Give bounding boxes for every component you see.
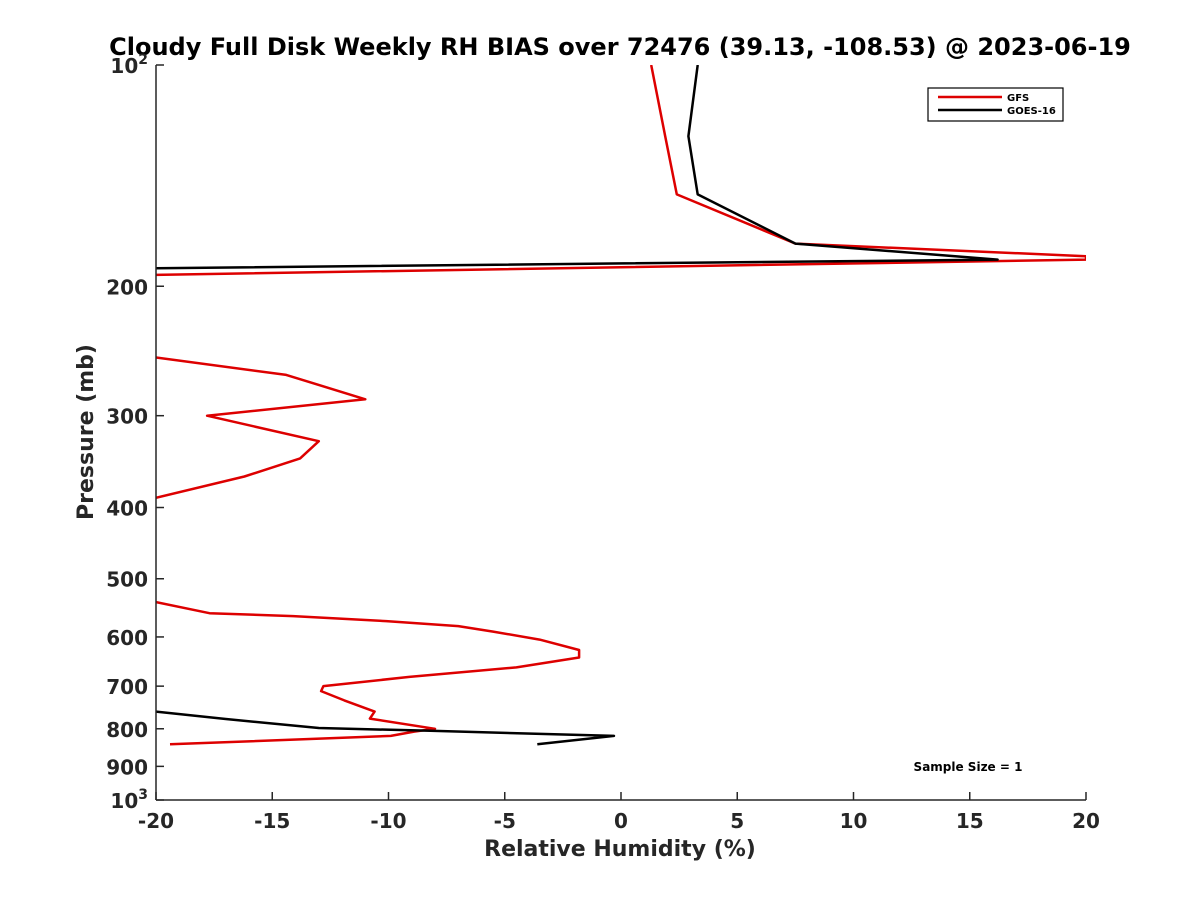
- y-tick-label: 300: [106, 405, 148, 429]
- x-tick-label: 20: [1072, 809, 1100, 833]
- y-tick-label: 200: [106, 275, 148, 299]
- y-ticks: 102 200 300 400 500 600 700 800 900 103: [106, 52, 164, 813]
- chart-title: Cloudy Full Disk Weekly RH BIAS over 724…: [109, 33, 1131, 61]
- x-tick-label: -20: [138, 809, 174, 833]
- y-axis-label: Pressure (mb): [74, 344, 99, 520]
- legend-label-gfs: GFS: [1007, 93, 1029, 104]
- y-tick-label: 800: [106, 718, 148, 742]
- legend-box: [927, 87, 1064, 122]
- y-tick-label: 400: [106, 497, 148, 521]
- y-tick-label: 102: [110, 52, 148, 78]
- y-tick-label: 500: [106, 568, 148, 592]
- series-group: [156, 65, 1086, 746]
- y-tick-label: 600: [106, 626, 148, 650]
- series-line-goes16-segment-1: [156, 65, 999, 270]
- legend: GFS GOES-16: [927, 87, 1064, 122]
- x-tick-label: -15: [254, 809, 290, 833]
- x-ticks: -20 -15 -10 -5 0 5 10 15 20: [138, 792, 1100, 833]
- x-tick-label: 5: [730, 809, 744, 833]
- y-tick-label: 900: [106, 755, 148, 779]
- x-tick-label: 0: [614, 809, 628, 833]
- x-tick-label: -10: [370, 809, 406, 833]
- series-line-gfs-segment-2: [156, 356, 367, 500]
- x-axis-label: Relative Humidity (%): [484, 837, 756, 862]
- y-tick-label: 103: [110, 787, 148, 813]
- series-line-gfs-segment-3: [156, 600, 581, 746]
- x-tick-label: -5: [494, 809, 516, 833]
- x-tick-label: 10: [840, 809, 868, 833]
- y-tick-label: 700: [106, 675, 148, 699]
- series-line-goes16-segment-2: [156, 710, 616, 746]
- x-tick-label: 15: [956, 809, 984, 833]
- legend-label-goes16: GOES-16: [1007, 106, 1056, 117]
- plot-area: -20 -15 -10 -5 0 5 10 15 20 102 200 300 400 500 600 70…: [106, 52, 1100, 833]
- sample-size-annotation: Sample Size = 1: [914, 760, 1023, 774]
